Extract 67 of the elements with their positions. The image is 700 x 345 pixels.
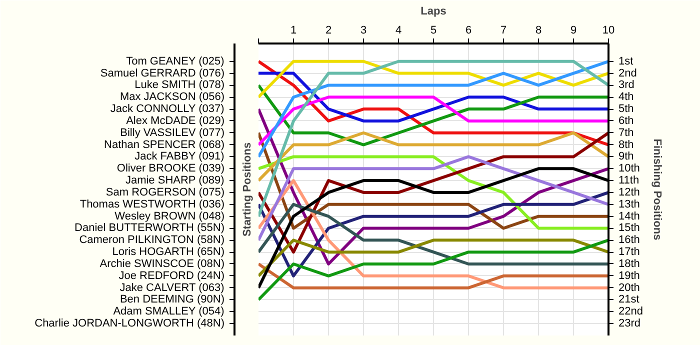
y2-tick-label: 11th [618,174,640,187]
y2-tick-label: 3rd [618,79,634,92]
text: Adam SMALLEY (054) [113,306,224,318]
text: Cameron PILKINGTON (58N) [79,234,225,246]
line-series [258,84,608,146]
text: Archie SWINSCOE (08N) [100,258,225,270]
x-tick-label: 5 [430,24,437,36]
x-tick-label: 9 [570,24,577,36]
y2-tick-label: 17th [618,246,640,258]
y2-tick-label: 22nd [618,306,643,318]
text: Sam ROGERSON (075) [106,186,225,198]
x-tick-label: 2 [325,24,332,36]
x-tick-label: 7 [500,24,507,36]
text: Daniel BUTTERWORTH (55N) [74,222,225,234]
text: Max JACKSON (056) [120,91,225,104]
line-series [258,238,608,302]
text: Alex McDADE (029) [126,114,225,127]
line-series [258,96,608,146]
y2-tick-label: 1st [618,55,634,68]
line-series [258,202,608,266]
y2-tick-label: 10th [618,162,640,175]
y2-tick-label: 18th [618,258,640,270]
text: Joe REDFORD (24N) [118,270,225,282]
y2-tick-label: 23rd [618,318,641,330]
y2-tick-label: 19th [618,270,640,282]
text: Jack CONNOLLY (037) [110,103,224,116]
text: Luke SMITH (078) [134,79,225,92]
line-series [258,60,608,218]
text: Loris HOGARTH (65N) [112,246,225,258]
y2-tick-label: 20th [618,282,640,294]
text: Tom GEANEY (025) [126,55,224,68]
text: Jake CALVERT (063) [120,282,224,294]
y2-tick-label: 7th [618,126,634,139]
y2-tick-label: 14th [618,210,640,222]
text: Oliver BROOKE (039) [116,162,225,175]
y2-tick-label: 16th [618,234,640,246]
text: Jack FABBY (091) [134,150,224,163]
y2-tick-label: 6th [618,114,634,127]
text: Charlie JORDAN-LONGWORTH (48N) [34,318,224,330]
line-series [258,72,608,122]
text: Samuel GERRARD (076) [100,67,224,80]
y2-axis-title: Finishing Positions [650,138,663,240]
x-tick-label: 8 [535,24,542,36]
y2-tick-label: 5th [618,103,634,116]
y2-tick-label: 13th [618,198,640,210]
text: Ben DEEMING (90N) [120,294,225,306]
x-tick-label: 4 [395,24,402,36]
y2-tick-label: 15th [618,222,640,234]
x-tick-label: 3 [360,24,367,36]
y2-tick-label: 8th [618,138,634,151]
y2-tick-label: 9th [618,150,634,163]
text: Billy VASSILEV (077) [120,126,225,139]
y2-tick-label: 12th [618,186,640,198]
text: Thomas WESTWORTH (036) [80,198,225,210]
text: Starting Positions [242,142,254,237]
x-tick-label: 10 [602,24,615,36]
y2-tick-label: 2nd [618,67,637,80]
text: Wesley BROWN (048) [114,210,225,222]
y2-tick-label: 4th [618,91,634,104]
text: Jamie SHARP (089) [125,174,224,187]
line-series [258,131,608,182]
x-tick-label: 6 [465,24,472,36]
y2-tick-label: 21st [618,294,640,306]
line-series [258,60,608,99]
x-axis-title: Laps [420,6,446,18]
x-tick-label: 1 [290,24,297,36]
text: Nathan SPENCER (068) [104,138,225,151]
